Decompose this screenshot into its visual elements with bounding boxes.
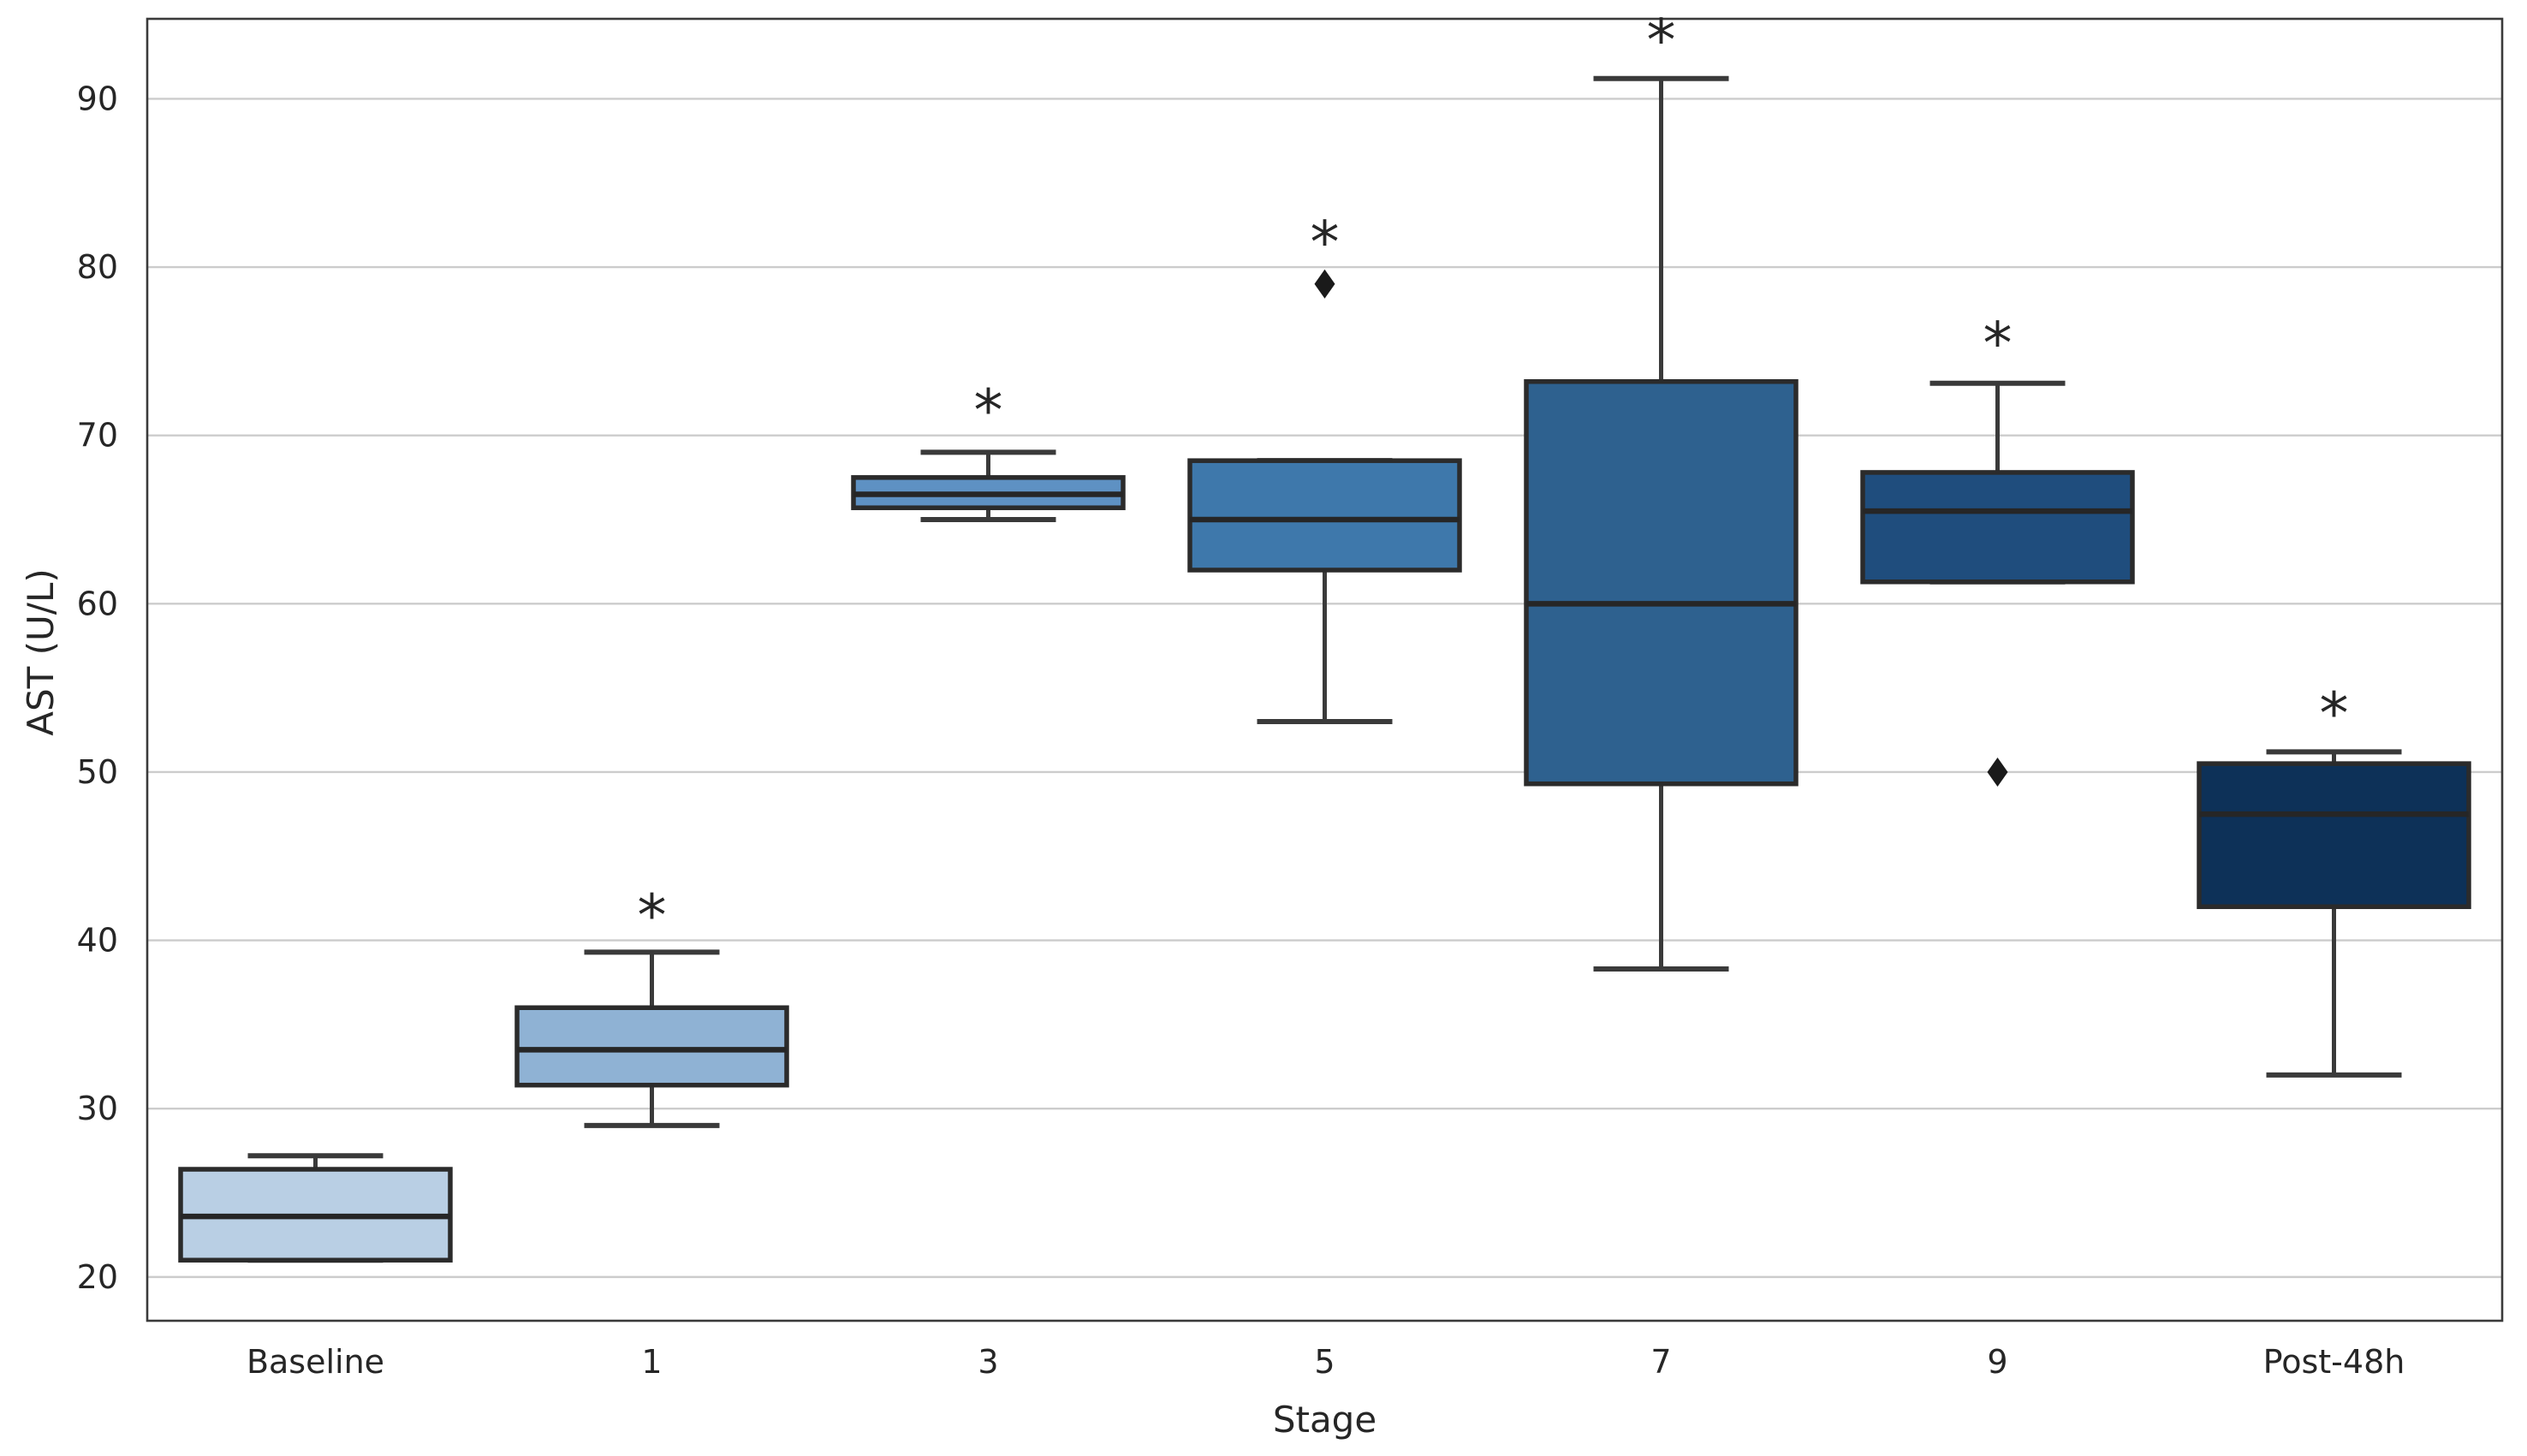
x-tick-label-3: 3 (978, 1343, 998, 1381)
y-tick-label-70: 70 (77, 417, 118, 455)
box-group-7: * (1524, 8, 1799, 972)
significance-asterisk: * (638, 883, 667, 950)
plot-border (146, 17, 2504, 1322)
iqr-box (1860, 470, 2135, 585)
significance-asterisk: * (1647, 8, 1676, 75)
box-group-9: * (1860, 311, 2135, 787)
y-tick-label-50: 50 (77, 753, 118, 791)
outlier-diamond (1314, 269, 1335, 299)
box-group-3: * (851, 377, 1126, 522)
outlier-diamond (1987, 757, 2008, 787)
x-tick-label-9: 9 (1987, 1343, 2007, 1381)
y-tick-label-30: 30 (77, 1090, 118, 1127)
iqr-box (514, 1005, 789, 1088)
x-tick-label-5: 5 (1314, 1343, 1335, 1381)
box-group-Baseline (178, 1153, 453, 1263)
y-tick-label-40: 40 (77, 922, 118, 960)
x-axis-title: Stage (1272, 1399, 1377, 1441)
x-tick-labels: Baseline 1 3 5 7 9 Post-48h (247, 1343, 2405, 1381)
significance-asterisk: * (974, 377, 1003, 445)
x-tick-label-Post-48h: Post-48h (2263, 1343, 2405, 1381)
significance-asterisk: * (1983, 311, 2013, 378)
y-tick-label-60: 60 (77, 585, 118, 622)
iqr-box (2197, 761, 2471, 910)
y-tick-label-80: 80 (77, 248, 118, 286)
box-group-Post-48h: * (2197, 680, 2471, 1078)
x-tick-label-7: 7 (1650, 1343, 1671, 1381)
significance-asterisk: * (1311, 210, 1340, 277)
y-tick-label-20: 20 (77, 1258, 118, 1296)
box-group-5: * (1187, 210, 1462, 724)
iqr-box (1524, 379, 1799, 787)
y-tick-labels: 20 30 40 50 60 70 80 90 (77, 80, 118, 1295)
significance-asterisk: * (2320, 680, 2349, 748)
x-tick-label-1: 1 (641, 1343, 662, 1381)
iqr-box (1187, 458, 1462, 573)
y-tick-label-90: 90 (77, 80, 118, 117)
y-axis-title: AST (U/L) (20, 568, 62, 736)
x-tick-label-Baseline: Baseline (247, 1343, 384, 1381)
box-group-1: * (514, 883, 789, 1128)
